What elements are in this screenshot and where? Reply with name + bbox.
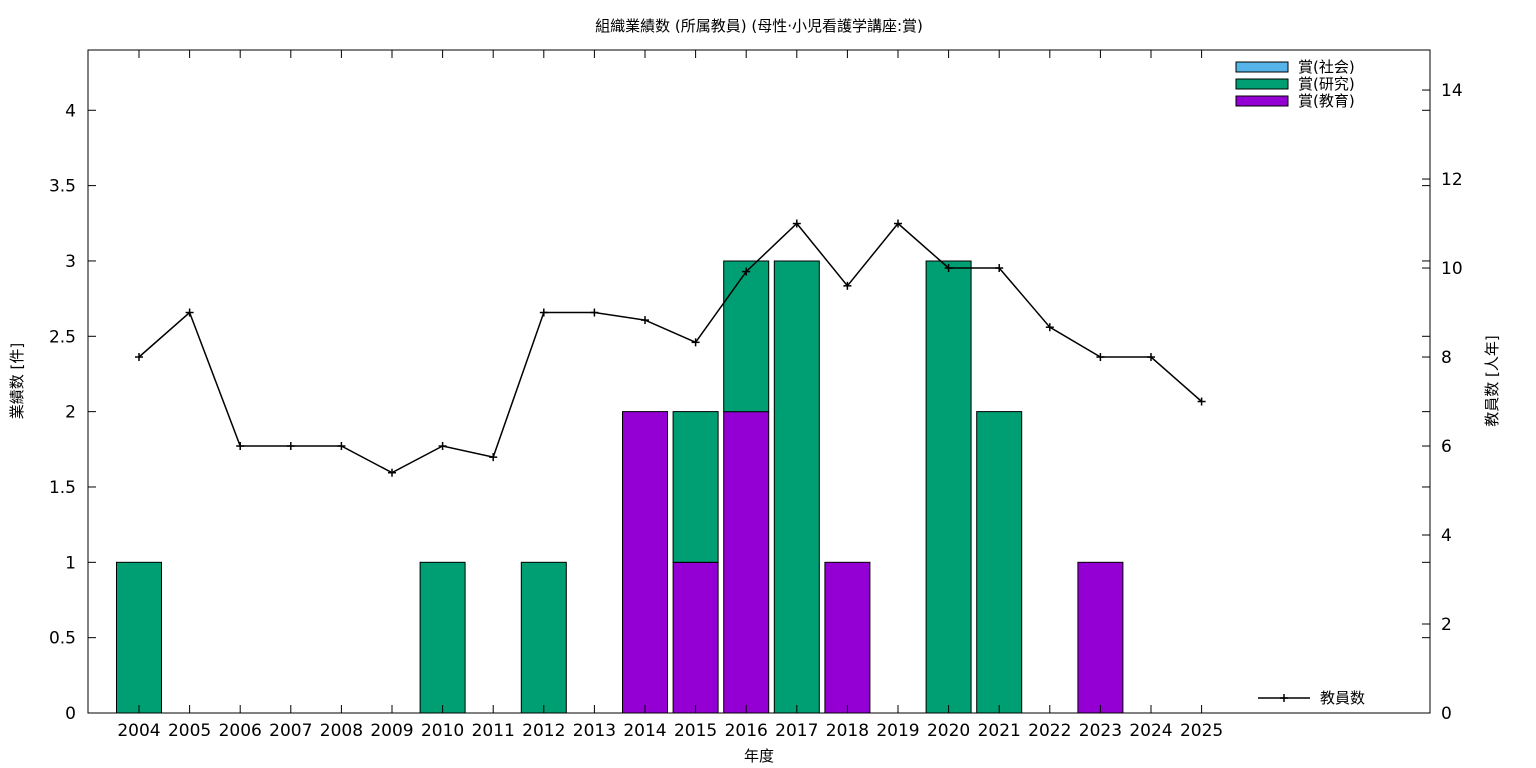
line-point-2012 (539, 308, 548, 317)
bar-2023-series-0 (1077, 561, 1124, 714)
x-tick-label-2025: 2025 (1180, 721, 1223, 741)
y-axis-right: 0 2 4 6 8 10 12 14 (1422, 81, 1463, 724)
line-point-2021 (995, 264, 1004, 273)
x-tick-label-2014: 2014 (623, 721, 666, 741)
legend-label-0: 賞(社会) (1298, 58, 1355, 76)
y-tick-label-0.5: 0.5 (49, 629, 76, 649)
bar-2021-series-1 (976, 411, 1023, 714)
line-point-2022 (1045, 323, 1054, 332)
x-tick-label-2023: 2023 (1079, 721, 1122, 741)
y-tick-label-3.5: 3.5 (49, 177, 76, 197)
x-tick-label-2005: 2005 (168, 721, 211, 741)
y-tick-label-1: 1 (65, 553, 76, 573)
bar-2017-series-1 (773, 260, 820, 714)
y2-tick-label-8: 8 (1441, 348, 1452, 368)
bar-2018-series-0 (824, 561, 871, 714)
x-tick-label-2009: 2009 (370, 721, 413, 741)
line-point-2004 (135, 353, 143, 362)
line-point-2023 (1096, 353, 1105, 362)
line-point-2010 (438, 442, 447, 451)
line-point-2015 (691, 338, 700, 347)
x-tick-label-2012: 2012 (522, 721, 565, 741)
bar-2015-series-0 (672, 561, 719, 714)
legend-bars: 賞(社会)賞(研究)賞(教育) (1235, 58, 1355, 110)
legend-swatch-2 (1235, 95, 1289, 107)
y2-tick-label-2: 2 (1441, 615, 1452, 635)
legend-line-label: 教員数 (1320, 689, 1365, 707)
x-axis-label: 年度 (744, 747, 774, 765)
line-point-2019 (894, 219, 902, 228)
x-tick-label-2006: 2006 (219, 721, 262, 741)
x-tick-label-2022: 2022 (1028, 721, 1071, 741)
y2-tick-label-12: 12 (1441, 170, 1463, 190)
x-axis: 2004 2005 2006 2007 2008 2009 2010 2011 2012 2013… (117, 50, 1223, 741)
bar-2010-series-1 (419, 561, 466, 714)
legend-swatch-1 (1235, 78, 1289, 90)
legend-line: 教員数 (1258, 689, 1365, 707)
x-tick-label-2011: 2011 (472, 721, 515, 741)
line-point-2025 (1197, 397, 1206, 406)
bar-2016-series-1 (723, 260, 770, 413)
x-tick-label-2004: 2004 (117, 721, 160, 741)
legend-label-2: 賞(教育) (1298, 92, 1355, 110)
line-point-2013 (590, 308, 599, 317)
y2-tick-label-0: 0 (1441, 704, 1452, 724)
y-tick-label-4: 4 (65, 101, 76, 121)
y2-axis-label: 教員数 [人年] (1483, 335, 1501, 426)
x-tick-label-2007: 2007 (269, 721, 312, 741)
y-tick-label-1.5: 1.5 (49, 478, 76, 498)
x-tick-label-2017: 2017 (775, 721, 818, 741)
x-tick-label-2020: 2020 (927, 721, 970, 741)
x-tick-label-2013: 2013 (573, 721, 616, 741)
y2-tick-label-6: 6 (1441, 437, 1452, 457)
line-point-2018 (843, 281, 852, 290)
line-point-2016 (742, 267, 751, 276)
x-tick-label-2008: 2008 (320, 721, 363, 741)
y-axis-label: 業績数 [件] (8, 343, 26, 419)
line-point-2024 (1147, 353, 1155, 362)
line-layer (135, 219, 1206, 477)
bar-2015-series-1 (672, 411, 719, 563)
bar-2004-series-1 (116, 561, 162, 714)
x-tick-label-2015: 2015 (674, 721, 717, 741)
bar-2020-series-1 (925, 260, 972, 714)
bar-2016-series-0 (723, 411, 770, 714)
y2-tick-label-4: 4 (1441, 526, 1452, 546)
line-point-2014 (641, 316, 649, 325)
y-tick-label-3: 3 (65, 252, 76, 272)
line-point-2017 (792, 219, 801, 228)
bar-2014-series-0 (622, 411, 668, 714)
x-tick-label-2016: 2016 (725, 721, 768, 741)
line-point-2005 (185, 308, 194, 317)
bar-2012-series-1 (520, 561, 567, 714)
legend-swatch-0 (1235, 61, 1289, 73)
x-tick-label-2021: 2021 (978, 721, 1021, 741)
y2-tick-label-10: 10 (1441, 259, 1463, 279)
legend-label-1: 賞(研究) (1298, 75, 1355, 93)
line-point-2008 (337, 442, 346, 451)
line-point-2009 (388, 468, 396, 477)
chart-title: 組織業績数 (所属教員) (母性·小児看護学講座:賞) (595, 17, 923, 35)
line-point-2020 (944, 264, 953, 273)
y-tick-label-2.5: 2.5 (49, 327, 76, 347)
line-point-2007 (286, 442, 295, 451)
line-point-2011 (489, 453, 498, 462)
bar-layer (116, 260, 1124, 714)
y-tick-label-2: 2 (65, 403, 76, 423)
x-tick-label-2024: 2024 (1129, 721, 1172, 741)
x-tick-label-2018: 2018 (826, 721, 869, 741)
line-faculty-count (138, 222, 1203, 474)
line-point-2006 (236, 442, 245, 451)
y-tick-label-0: 0 (65, 704, 76, 724)
y-axis-left: 0 0.5 1 1.5 2 2.5 3 3.5 4 (49, 101, 1430, 724)
x-tick-label-2010: 2010 (421, 721, 464, 741)
y2-tick-label-14: 14 (1441, 81, 1463, 101)
x-tick-label-2019: 2019 (876, 721, 919, 741)
